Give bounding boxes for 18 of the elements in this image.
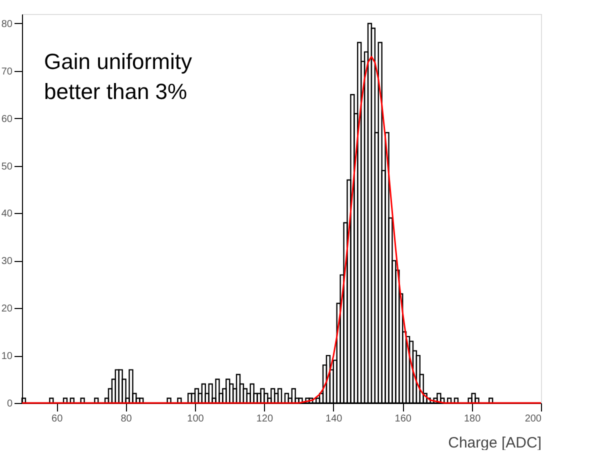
y-tick-label: 0 bbox=[6, 398, 13, 410]
x-tick-label: 140 bbox=[326, 414, 343, 424]
x-tick-label: 180 bbox=[464, 414, 482, 424]
y-tick-label: 20 bbox=[1, 304, 13, 315]
x-tick-label: 80 bbox=[120, 414, 132, 424]
y-tick-label: 50 bbox=[1, 161, 13, 172]
y-tick-label: 60 bbox=[1, 114, 13, 125]
y-tick-label: 40 bbox=[1, 208, 13, 220]
x-tick-label: 60 bbox=[52, 414, 64, 424]
x-tick-label: 160 bbox=[394, 414, 412, 424]
x-tick-label: 200 bbox=[524, 414, 542, 424]
x-tick-label: 120 bbox=[256, 414, 274, 424]
annotation: Gain uniformity better than 3% bbox=[44, 49, 192, 104]
y-tick-label: 10 bbox=[1, 351, 13, 362]
y-tick-label: 80 bbox=[1, 18, 13, 30]
x-tick-label: 100 bbox=[187, 414, 204, 424]
y-tick-label: 70 bbox=[1, 66, 13, 78]
y-tick-label: 30 bbox=[1, 256, 13, 268]
